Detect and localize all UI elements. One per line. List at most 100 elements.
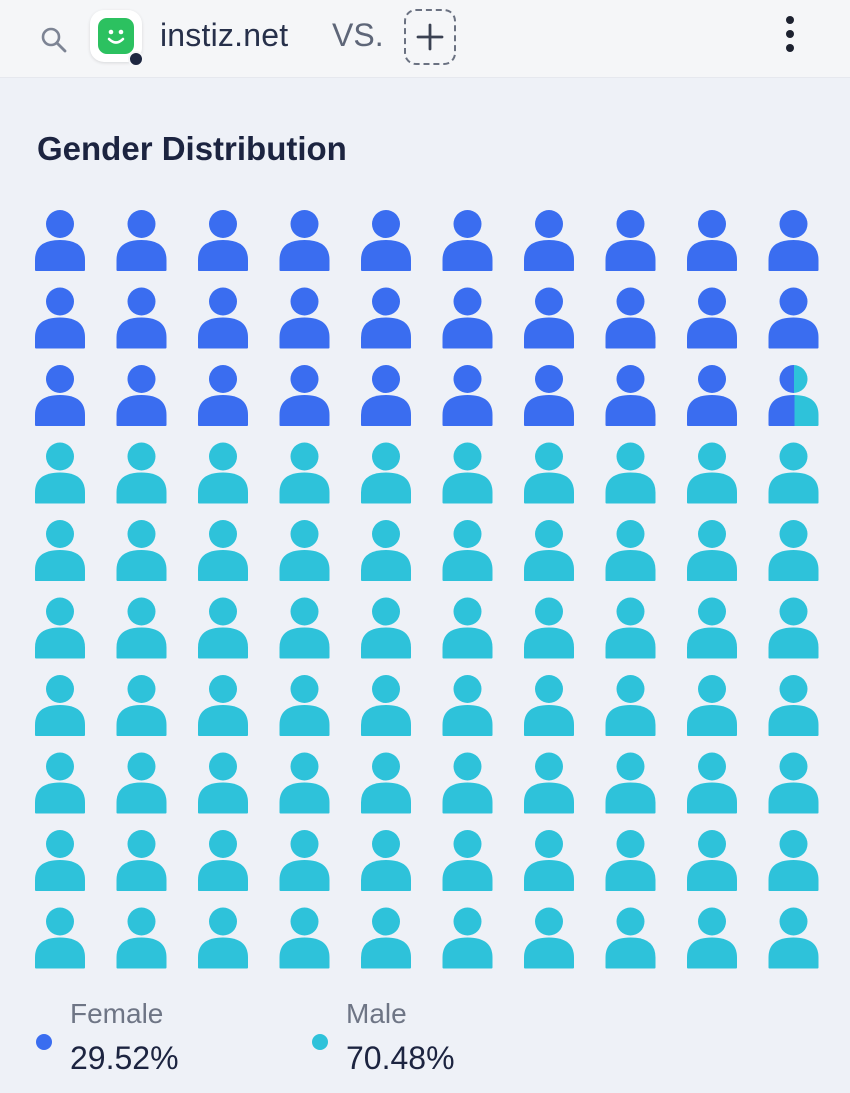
person-icon-83 xyxy=(198,830,248,891)
add-compare-button[interactable] xyxy=(404,9,456,65)
person-icon-86 xyxy=(442,830,493,891)
person-icon-56 xyxy=(442,597,493,659)
person-icon-87 xyxy=(524,830,574,891)
person-icon-59 xyxy=(687,597,737,659)
person-icon-38 xyxy=(605,442,656,504)
person-icon-45 xyxy=(361,520,411,581)
person-icon-67 xyxy=(524,675,574,736)
person-icon-48 xyxy=(605,520,656,581)
person-icon-72 xyxy=(116,752,167,814)
smiley-logo-icon xyxy=(98,18,134,54)
person-icon-23 xyxy=(198,365,248,426)
person-icon-10 xyxy=(768,210,819,271)
person-icon-51 xyxy=(35,597,85,659)
person-icon-80 xyxy=(768,752,819,814)
person-icon-47 xyxy=(524,520,574,581)
person-icon-73 xyxy=(198,752,248,814)
person-icon-96 xyxy=(442,907,493,969)
person-icon-100 xyxy=(768,907,819,969)
person-icon-7 xyxy=(524,210,574,271)
person-icon-84 xyxy=(279,830,330,891)
person-icon-61 xyxy=(35,675,85,736)
person-icon-71 xyxy=(35,752,85,814)
person-icon-37 xyxy=(524,442,574,504)
person-icon-91 xyxy=(35,907,85,969)
site-name[interactable]: instiz.net xyxy=(160,17,289,53)
person-icon-8 xyxy=(605,210,656,271)
search-icon xyxy=(41,27,67,53)
person-icon-5 xyxy=(361,210,411,271)
person-icon-66 xyxy=(442,675,493,736)
legend-value-female: 29.52% xyxy=(70,1040,179,1076)
person-icon-95 xyxy=(361,907,411,969)
person-icon-53 xyxy=(198,597,248,659)
site-logo[interactable] xyxy=(90,10,144,67)
person-icon-75 xyxy=(361,752,411,814)
legend-label-female: Female xyxy=(70,998,164,1029)
person-icon-28 xyxy=(605,365,656,426)
person-icon-85 xyxy=(361,830,411,891)
person-icon-6 xyxy=(442,210,493,271)
person-icon-54 xyxy=(279,597,330,659)
person-icon-89 xyxy=(687,830,737,891)
person-icon-27 xyxy=(524,365,574,426)
person-icon-70 xyxy=(768,675,819,736)
person-icon-76 xyxy=(442,752,493,814)
person-icon-32 xyxy=(116,442,167,504)
person-icon-82 xyxy=(116,830,167,891)
person-icon-64 xyxy=(279,675,330,736)
person-icon-18 xyxy=(605,287,656,349)
person-icon-40 xyxy=(768,442,819,504)
person-icon-43 xyxy=(198,520,248,581)
person-icon-55 xyxy=(361,597,411,659)
person-icon-69 xyxy=(687,675,737,736)
person-icon-4 xyxy=(279,210,330,271)
person-icon-62 xyxy=(116,675,167,736)
person-icon-78 xyxy=(605,752,656,814)
person-icon-13 xyxy=(198,287,248,349)
person-icon-81 xyxy=(35,830,85,891)
person-icon-60 xyxy=(768,597,819,659)
person-icon-90 xyxy=(768,830,819,891)
person-icon-65 xyxy=(361,675,411,736)
person-icon-57 xyxy=(524,597,574,659)
person-icon-99 xyxy=(687,907,737,969)
person-icon-97 xyxy=(524,907,574,969)
more-options-button[interactable] xyxy=(776,14,804,54)
person-icon-94 xyxy=(279,907,330,969)
vs-label: VS. xyxy=(332,17,384,53)
person-icon-68 xyxy=(605,675,656,736)
person-icon-9 xyxy=(687,210,737,271)
waffle-chart xyxy=(35,210,819,969)
person-icon-35 xyxy=(361,442,411,504)
status-dot xyxy=(128,51,144,67)
person-icon-12 xyxy=(116,287,167,349)
legend-dot-female xyxy=(36,1034,52,1050)
person-icon-63 xyxy=(198,675,248,736)
person-icon-33 xyxy=(198,442,248,504)
person-icon-24 xyxy=(279,365,330,426)
legend-value-male: 70.48% xyxy=(346,1040,455,1076)
person-icon-36 xyxy=(442,442,493,504)
person-icon-42 xyxy=(116,520,167,581)
search-button[interactable] xyxy=(38,24,70,56)
person-icon-1 xyxy=(35,210,85,271)
person-icon-88 xyxy=(605,830,656,891)
person-icon-29 xyxy=(687,365,737,426)
person-icon-16 xyxy=(442,287,493,349)
top-bar: instiz.net VS. xyxy=(0,0,850,78)
person-icon-30 xyxy=(768,365,819,426)
person-icon-46 xyxy=(442,520,493,581)
person-icon-11 xyxy=(35,287,85,349)
chart-title: Gender Distribution xyxy=(37,130,347,167)
person-icon-49 xyxy=(687,520,737,581)
person-icon-77 xyxy=(524,752,574,814)
person-icon-22 xyxy=(116,365,167,426)
person-icon-21 xyxy=(35,365,85,426)
person-icon-3 xyxy=(198,210,248,271)
person-icon-50 xyxy=(768,520,819,581)
person-icon-39 xyxy=(687,442,737,504)
person-icon-58 xyxy=(605,597,656,659)
person-icon-19 xyxy=(687,287,737,349)
person-icon-26 xyxy=(442,365,493,426)
